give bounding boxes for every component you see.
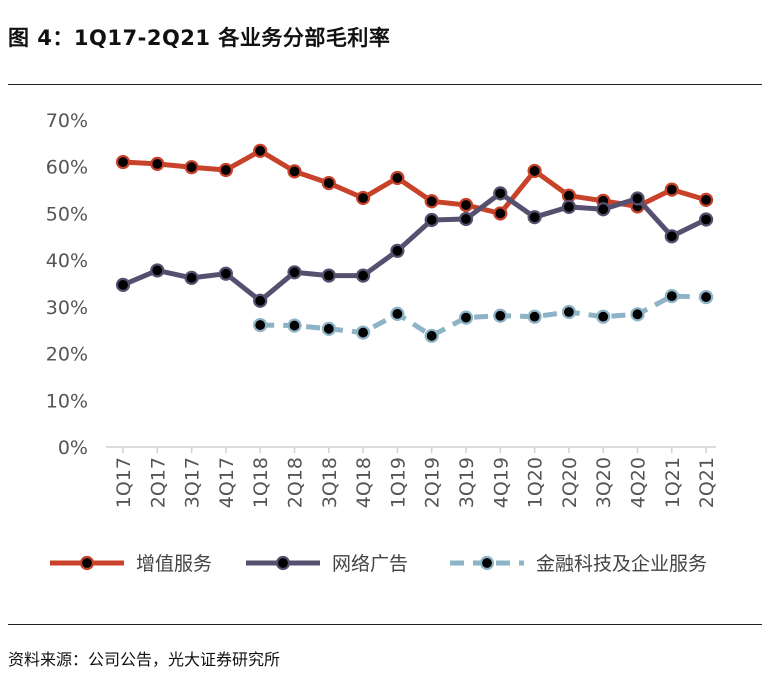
legend-label: 增值服务 xyxy=(136,553,212,575)
x-tick-label: 2Q17 xyxy=(147,457,169,508)
data-point xyxy=(596,202,611,217)
y-tick-label: 70% xyxy=(46,110,88,132)
legend-label: 网络广告 xyxy=(332,553,408,575)
data-point xyxy=(287,265,302,280)
data-point xyxy=(390,306,405,321)
data-point xyxy=(253,317,268,333)
x-tick-label: 2Q19 xyxy=(422,457,444,508)
data-point xyxy=(150,263,165,278)
data-point xyxy=(184,160,199,175)
data-point xyxy=(527,210,542,225)
data-point xyxy=(458,211,474,227)
y-axis-labels: 0% 10% 20% 30% 40% 50% 60% 70% xyxy=(46,110,88,459)
data-point xyxy=(287,318,302,333)
data-point xyxy=(527,309,542,324)
data-point xyxy=(596,309,611,324)
x-tick-label: 1Q19 xyxy=(387,457,409,508)
data-point xyxy=(698,212,714,227)
x-tick-label: 2Q20 xyxy=(559,457,581,508)
x-tick-label: 3Q20 xyxy=(593,457,615,508)
data-point xyxy=(424,328,439,343)
data-point xyxy=(630,307,645,322)
data-point xyxy=(698,289,714,305)
chart-legend: 增值服务 网络广告 金融科技及企业服务 xyxy=(50,553,707,575)
x-tick-label: 1Q17 xyxy=(113,457,135,508)
bottom-rule xyxy=(8,624,762,625)
legend-item: 增值服务 xyxy=(50,553,212,575)
legend-swatch-marker xyxy=(79,555,95,571)
x-axis-labels: 1Q17 2Q17 3Q17 4Q17 1Q18 2Q18 3Q18 4Q18 1Q19 2Q19… xyxy=(113,457,718,508)
x-tick-label: 2Q18 xyxy=(285,457,307,508)
data-point xyxy=(493,206,508,221)
y-tick-label: 60% xyxy=(46,157,88,179)
data-point xyxy=(287,164,302,179)
line-chart: 0% 10% 20% 30% 40% 50% 60% 70% 1Q17 2Q17 3Q17 4Q17… xyxy=(46,110,718,575)
data-point xyxy=(356,325,371,340)
data-point xyxy=(150,156,165,172)
data-point xyxy=(493,308,508,323)
figure-title: 图 4：1Q17-2Q21 各业务分部毛利率 xyxy=(8,26,391,50)
data-point xyxy=(698,192,714,207)
data-point xyxy=(356,190,371,206)
y-tick-label: 50% xyxy=(46,203,88,225)
data-point xyxy=(253,293,268,308)
legend-swatch-marker xyxy=(275,555,291,571)
x-tick-label: 4Q18 xyxy=(353,457,375,508)
x-tick-label: 4Q17 xyxy=(216,457,238,508)
x-tick-label: 4Q20 xyxy=(628,457,650,508)
series-line xyxy=(122,190,708,304)
x-tick-label: 3Q17 xyxy=(182,457,204,508)
data-point xyxy=(493,186,508,201)
data-point xyxy=(458,197,474,213)
data-point xyxy=(321,321,336,336)
legend-label: 金融科技及企业服务 xyxy=(536,553,707,575)
data-point xyxy=(390,170,405,186)
x-tick-label: 1Q21 xyxy=(662,457,684,508)
data-point xyxy=(630,191,645,206)
series-2 xyxy=(115,186,714,308)
data-point xyxy=(115,277,131,293)
y-tick-label: 0% xyxy=(58,437,88,459)
data-point xyxy=(561,199,577,214)
data-point xyxy=(664,182,679,197)
data-point xyxy=(218,162,233,178)
data-point xyxy=(115,154,131,170)
data-point xyxy=(253,143,268,158)
data-point xyxy=(561,304,577,320)
data-point xyxy=(321,175,336,191)
series-layer xyxy=(115,143,714,343)
data-point xyxy=(527,163,542,179)
x-tick-label: 3Q19 xyxy=(456,457,478,508)
legend-item: 网络广告 xyxy=(246,553,408,575)
title-rule xyxy=(8,84,762,85)
legend-swatch-marker xyxy=(479,555,495,571)
data-point xyxy=(321,268,336,283)
data-point xyxy=(356,268,371,283)
data-point xyxy=(664,229,679,244)
chart-axes xyxy=(106,446,716,453)
x-tick-label: 1Q20 xyxy=(525,457,547,508)
data-point xyxy=(390,243,405,258)
data-point xyxy=(184,270,199,285)
x-tick-label: 1Q18 xyxy=(250,457,272,508)
x-tick-label: 3Q18 xyxy=(319,457,341,508)
data-point xyxy=(664,289,679,304)
source-note: 资料来源：公司公告，光大证券研究所 xyxy=(8,650,281,669)
y-tick-label: 10% xyxy=(46,390,88,412)
y-tick-label: 40% xyxy=(46,250,88,272)
series-3 xyxy=(253,289,714,343)
y-tick-label: 30% xyxy=(46,297,88,319)
data-point xyxy=(424,212,439,228)
data-point xyxy=(218,266,233,281)
x-tick-label: 4Q19 xyxy=(490,457,512,508)
data-point xyxy=(424,194,439,209)
series-1 xyxy=(115,143,714,221)
x-tick-label: 2Q21 xyxy=(696,457,718,508)
data-point xyxy=(458,310,474,325)
y-tick-label: 20% xyxy=(46,344,88,366)
legend-item: 金融科技及企业服务 xyxy=(450,553,707,575)
